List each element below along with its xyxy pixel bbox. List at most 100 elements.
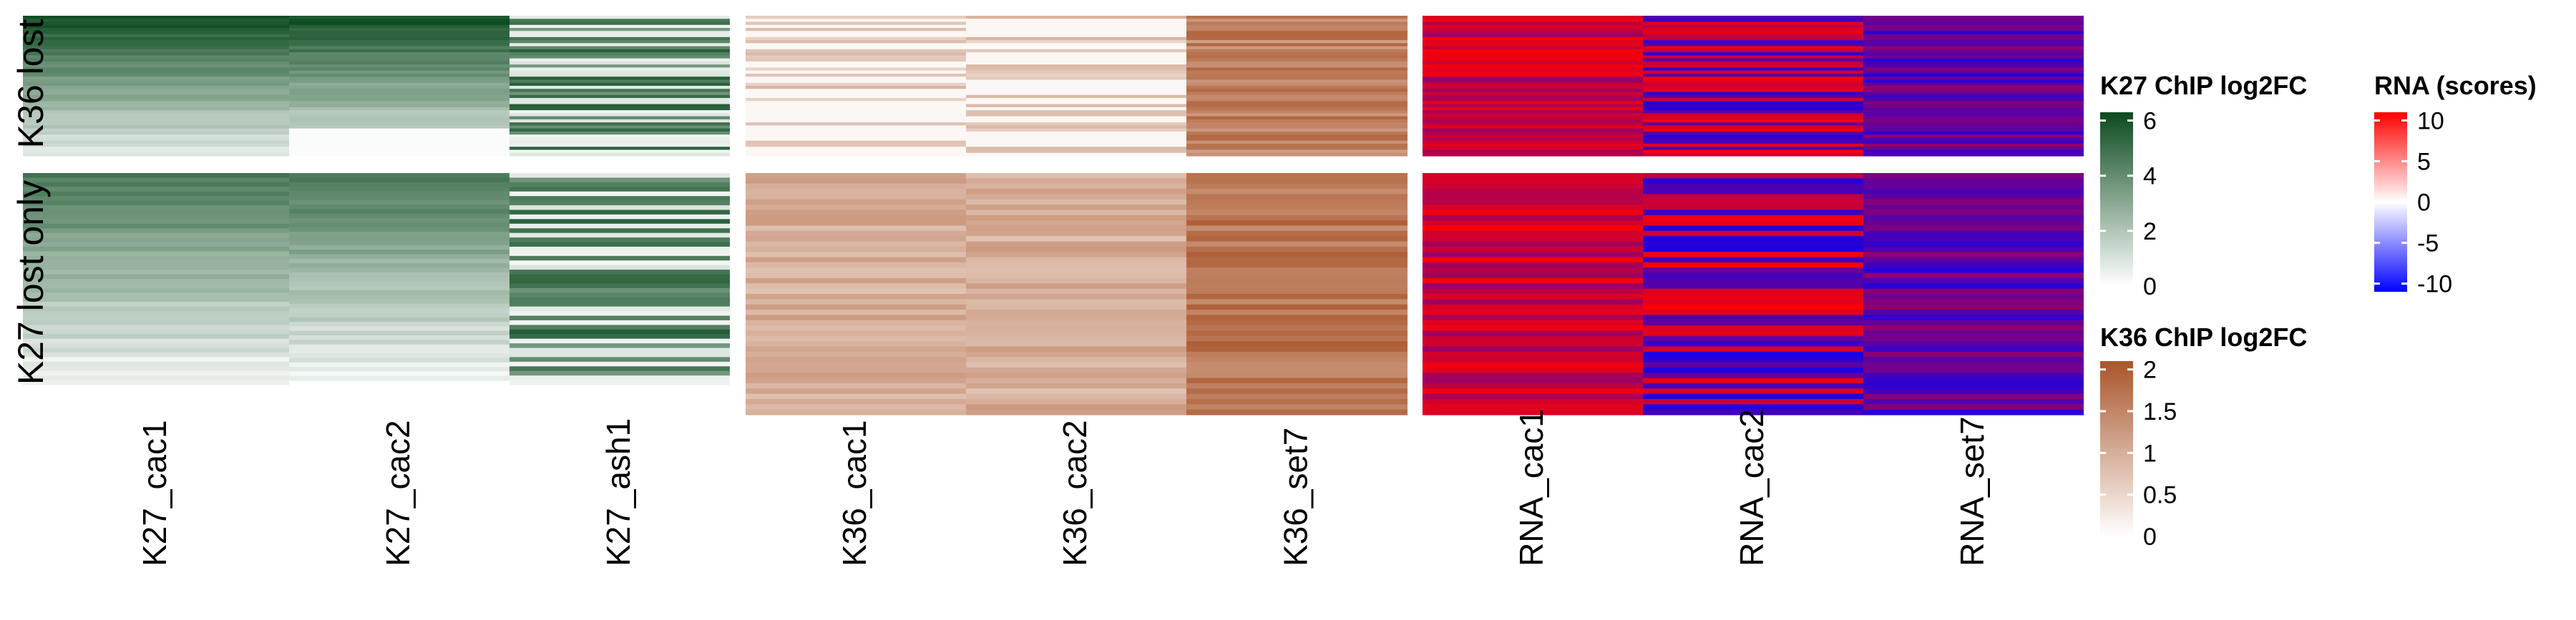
heatmap-cell bbox=[746, 137, 966, 142]
heatmap-cell bbox=[966, 119, 1186, 123]
heatmap-cell bbox=[1186, 122, 1407, 126]
heatmap-cell bbox=[1863, 113, 2084, 117]
heatmap-cell bbox=[509, 21, 730, 26]
heatmap-cell bbox=[1186, 36, 1407, 41]
heatmap-cell bbox=[966, 330, 1186, 337]
heatmap-cell bbox=[1423, 341, 1643, 348]
heatmap-cell bbox=[746, 19, 966, 23]
heatmap-cell bbox=[289, 245, 509, 250]
heatmap-cell bbox=[1423, 40, 1643, 44]
heatmap-cell bbox=[746, 152, 966, 157]
heatmap-cell bbox=[746, 330, 966, 337]
heatmap-cell bbox=[1643, 220, 1863, 227]
heatmap-cell bbox=[1863, 119, 2084, 123]
heatmap-cell bbox=[1186, 16, 1407, 19]
heatmap-cell bbox=[509, 16, 730, 19]
heatmap-cell bbox=[289, 227, 509, 232]
heatmap-cell bbox=[509, 82, 730, 87]
heatmap-cell bbox=[1643, 34, 1863, 38]
heatmap-cell bbox=[1423, 178, 1643, 184]
column-labels: K27_cac1 K27_cac2 K27_ash1 K36_cac1 K36_cac2… bbox=[136, 409, 1991, 566]
heatmap-cell bbox=[1643, 143, 1863, 147]
heatmap-cell bbox=[746, 49, 966, 53]
heatmap-cell bbox=[966, 49, 1186, 53]
heatmap-cell bbox=[23, 128, 289, 132]
heatmap-cell bbox=[1423, 89, 1643, 93]
heatmap-cell bbox=[509, 89, 730, 93]
heatmap-cell bbox=[746, 40, 966, 44]
heatmap-cell bbox=[509, 131, 730, 135]
heatmap-cell bbox=[289, 73, 509, 77]
heatmap-cell bbox=[1643, 128, 1863, 132]
heatmap-cell bbox=[1186, 283, 1407, 290]
heatmap-cell bbox=[1643, 101, 1863, 105]
heatmap-cell bbox=[1863, 383, 2084, 389]
heatmap-column-rna-cac1 bbox=[1423, 16, 1643, 415]
heatmap-cell bbox=[966, 149, 1186, 154]
heatmap-cell bbox=[1643, 107, 1863, 111]
heatmap-cell bbox=[966, 77, 1186, 81]
heatmap-cell bbox=[509, 70, 730, 74]
heatmap-cell bbox=[1863, 194, 2084, 200]
heatmap-cell bbox=[1423, 137, 1643, 142]
heatmap-cell bbox=[966, 55, 1186, 59]
heatmap-cell bbox=[1863, 125, 2084, 129]
heatmap-cell bbox=[1423, 283, 1643, 290]
heatmap-cell bbox=[23, 98, 289, 102]
heatmap-cell bbox=[1186, 299, 1407, 305]
heatmap-cell bbox=[966, 304, 1186, 310]
heatmap-cell bbox=[1423, 194, 1643, 200]
heatmap-cell bbox=[1643, 52, 1863, 56]
heatmap-cell bbox=[23, 380, 289, 385]
heatmap-cell bbox=[509, 177, 730, 183]
heatmap-cell bbox=[1863, 409, 2084, 415]
heatmap-cell bbox=[1643, 194, 1863, 200]
heatmap-cell bbox=[1863, 92, 2084, 96]
heatmap-cell bbox=[966, 210, 1186, 216]
heatmap-cell bbox=[966, 398, 1186, 405]
heatmap-cell bbox=[746, 272, 966, 279]
heatmap-cell bbox=[1186, 64, 1407, 69]
heatmap-cell bbox=[23, 279, 289, 285]
heatmap-cell bbox=[1863, 137, 2084, 142]
heatmap-cell bbox=[1643, 241, 1863, 247]
heatmap-cell bbox=[1186, 49, 1407, 53]
heatmap-cell bbox=[1423, 357, 1643, 363]
heatmap-cell bbox=[966, 262, 1186, 268]
heatmap-cell bbox=[966, 92, 1186, 96]
heatmap-cell bbox=[966, 31, 1186, 35]
heatmap-cell bbox=[1863, 19, 2084, 23]
heatmap-cell bbox=[746, 173, 966, 179]
heatmap-cell bbox=[1186, 110, 1407, 114]
heatmap-cell bbox=[1423, 107, 1643, 111]
heatmap-cell bbox=[23, 352, 289, 358]
heatmap-cell bbox=[23, 214, 289, 220]
heatmap-cell bbox=[1423, 149, 1643, 154]
heatmap-cell bbox=[1643, 346, 1863, 353]
heatmap-cell bbox=[23, 46, 289, 50]
heatmap-cell bbox=[289, 371, 509, 377]
heatmap-cell bbox=[966, 110, 1186, 114]
heatmap-cell bbox=[23, 306, 289, 312]
heatmap-cell bbox=[966, 189, 1186, 195]
legend-tick-label-rna: -10 bbox=[2417, 271, 2452, 298]
heatmap-cell bbox=[23, 61, 289, 65]
heatmap-cell bbox=[746, 79, 966, 84]
heatmap-cell bbox=[746, 236, 966, 242]
heatmap-cell bbox=[966, 393, 1186, 400]
heatmap-cell bbox=[23, 375, 289, 381]
heatmap-cell bbox=[1863, 320, 2084, 326]
heatmap-cell bbox=[1186, 116, 1407, 120]
heatmap-cell bbox=[1423, 230, 1643, 237]
heatmap-cell bbox=[1186, 351, 1407, 358]
heatmap-cell bbox=[966, 107, 1186, 111]
heatmap-cell bbox=[289, 326, 509, 332]
heatmap-cell bbox=[289, 299, 509, 305]
heatmap-cell bbox=[23, 140, 289, 144]
heatmap-cell bbox=[1643, 304, 1863, 310]
heatmap-cell bbox=[289, 152, 509, 157]
heatmap-cell bbox=[1186, 52, 1407, 56]
heatmap-cell bbox=[509, 28, 730, 31]
heatmap-cell bbox=[746, 36, 966, 41]
heatmap-cell bbox=[1643, 367, 1863, 373]
